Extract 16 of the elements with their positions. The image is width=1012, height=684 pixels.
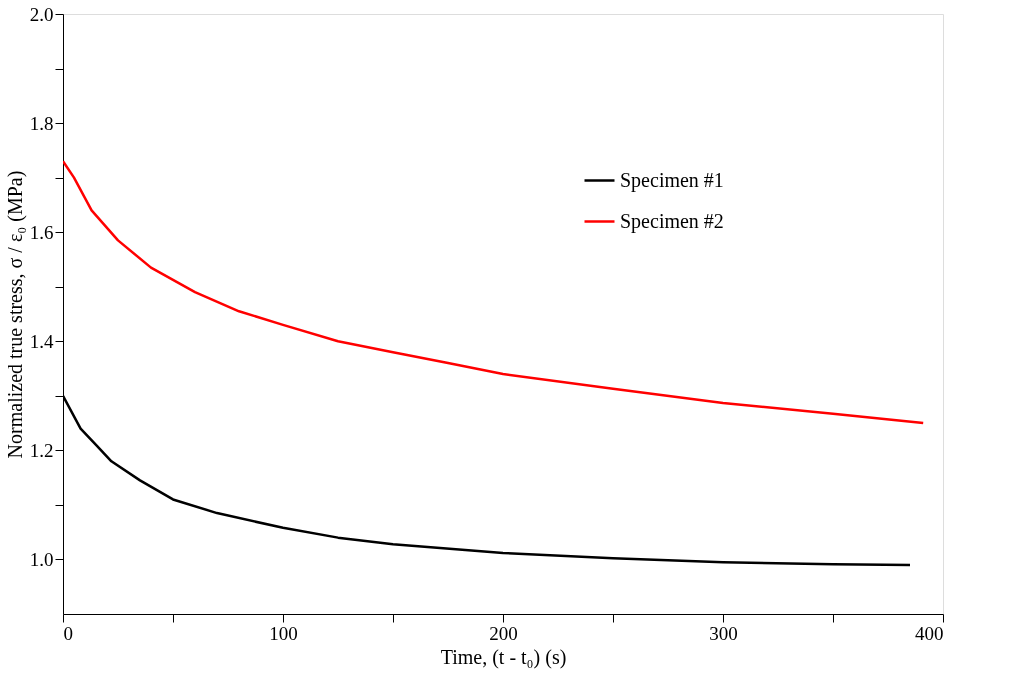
x-tick-label: 0 [63, 622, 73, 644]
y-tick-label: 1.2 [29, 439, 54, 461]
legend-label: Specimen #2 [620, 209, 724, 233]
x-axis-title: Time, (t - t₀) (s) [440, 645, 567, 669]
y-tick-label: 1.0 [29, 548, 54, 570]
y-tick-label: 1.6 [29, 221, 54, 243]
x-tick-label: 300 [709, 622, 738, 644]
y-tick-label: 1.8 [29, 112, 54, 134]
y-tick-label: 2.0 [29, 3, 54, 25]
x-tick-label: 400 [915, 622, 944, 644]
y-axis-title: Normalized true stress, σ / ε₀ (MPa) [3, 170, 27, 459]
x-tick-label: 100 [269, 622, 298, 644]
y-tick-label: 1.4 [29, 330, 54, 352]
line-series [63, 160, 925, 425]
x-tick-label: 200 [489, 622, 518, 644]
legend-label: Specimen #1 [620, 168, 724, 192]
